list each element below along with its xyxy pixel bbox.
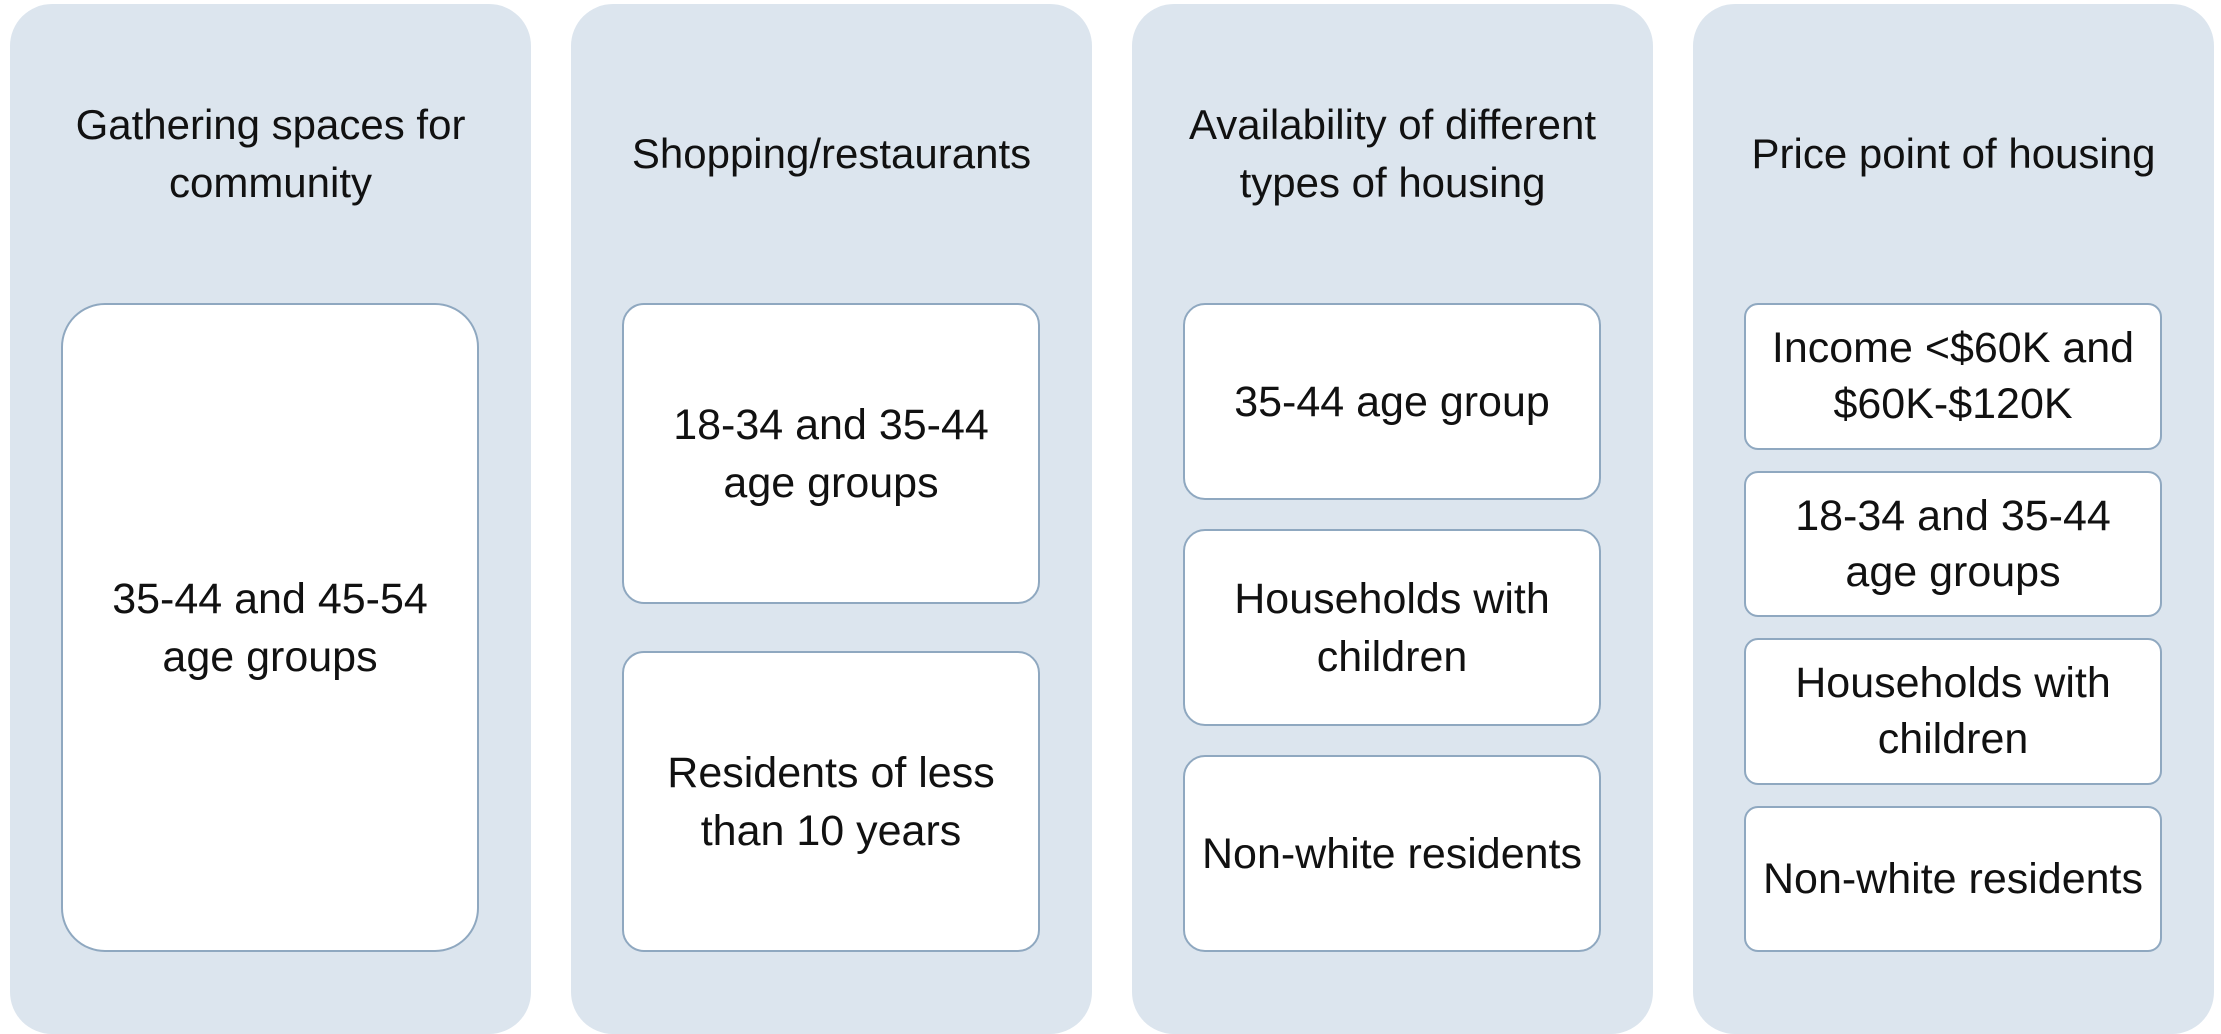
- item: Households with children: [1744, 638, 2162, 785]
- column: Price point of housing Income <$60K and …: [1693, 4, 2214, 1034]
- item: Non-white residents: [1744, 805, 2162, 952]
- item: 35-44 and 45-54 age groups: [61, 303, 479, 952]
- column: Shopping/restaurants 18-34 and 35-44 age…: [571, 4, 1092, 1034]
- column-title: Availability of different types of housi…: [1188, 101, 1597, 206]
- column: Availability of different types of housi…: [1132, 4, 1653, 1034]
- column-title: Price point of housing: [1751, 130, 2156, 177]
- column: Gathering spaces for community 35-44 and…: [10, 4, 531, 1034]
- item-list: 35-44 and 45-54 age groups: [61, 303, 479, 952]
- page: Gathering spaces for community 35-44 and…: [10, 4, 2214, 1034]
- item: Non-white residents: [1183, 755, 1601, 952]
- item: Residents of less than 10 years: [622, 651, 1040, 952]
- item-list: Income <$60K and $60K-$120K 18-34 and 35…: [1744, 303, 2162, 952]
- item-list: 18-34 and 35-44 age groups Residents of …: [622, 303, 1040, 952]
- column-title: Gathering spaces for community: [75, 101, 466, 206]
- item: Households with children: [1183, 529, 1601, 726]
- item: 18-34 and 35-44 age groups: [1744, 470, 2162, 617]
- item-list: 35-44 age group Households with children…: [1183, 303, 1601, 952]
- item: Income <$60K and $60K-$120K: [1744, 303, 2162, 450]
- item: 35-44 age group: [1183, 303, 1601, 500]
- item: 18-34 and 35-44 age groups: [622, 303, 1040, 604]
- column-title: Shopping/restaurants: [631, 130, 1032, 177]
